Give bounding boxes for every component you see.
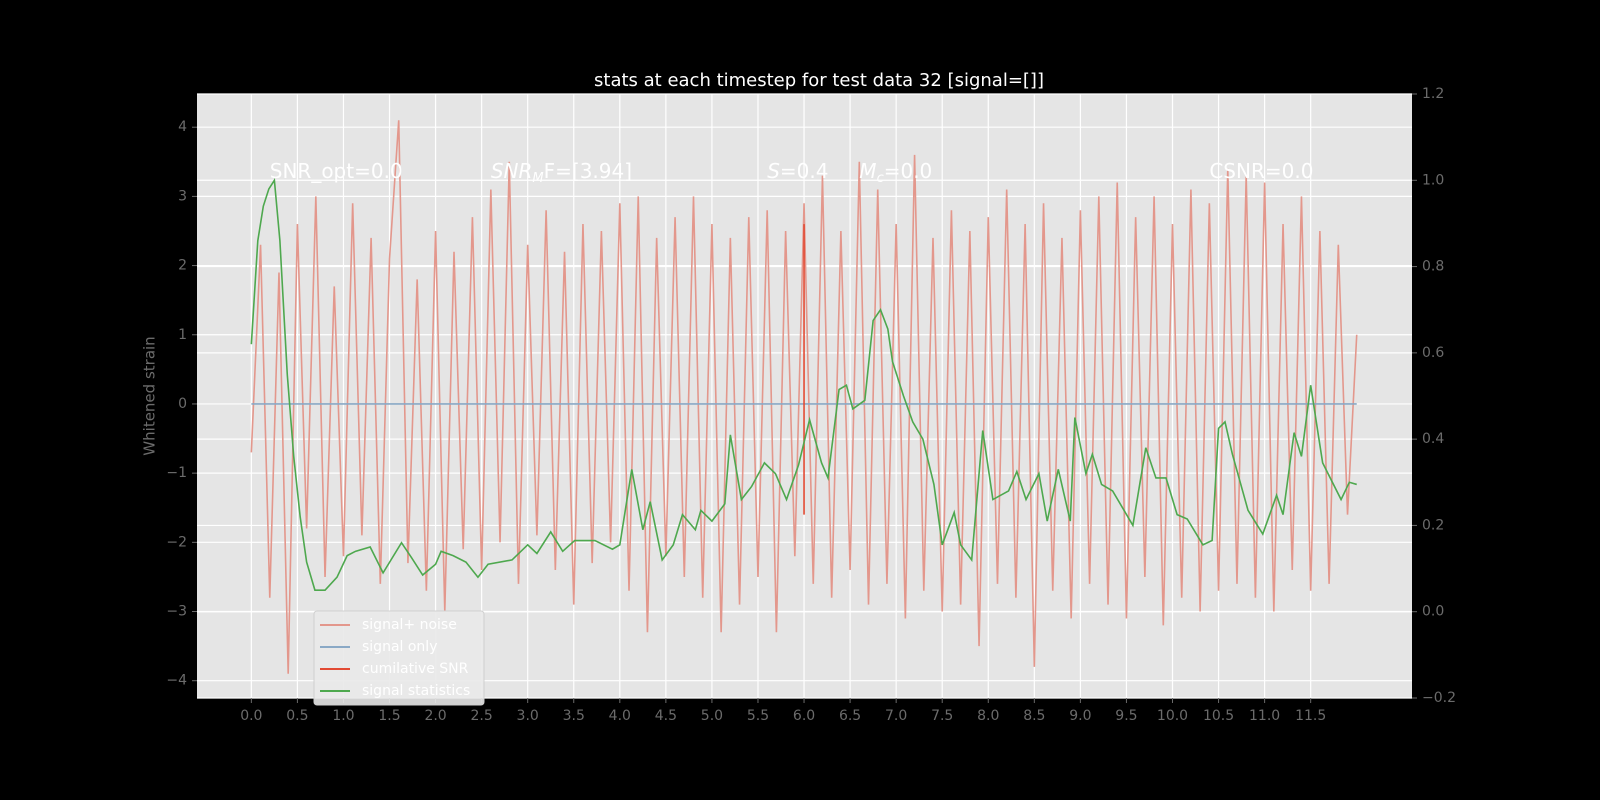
y2-tick-label: 0.2: [1422, 517, 1444, 533]
annotation: S=0.4: [767, 159, 828, 183]
x-tick-label: 6.5: [839, 708, 861, 724]
x-tick-label: 10.0: [1157, 708, 1188, 724]
annotation-main: M: [859, 159, 876, 183]
y-tick-label: 4: [178, 119, 187, 135]
y-tick-label: 0: [178, 396, 187, 412]
annotation: SNR_opt=0.0: [270, 159, 403, 183]
annotation: Mc=0.0: [859, 159, 932, 186]
y2-tick-label: 0.6: [1422, 345, 1444, 361]
legend-box: [313, 610, 485, 706]
x-tick-label: 2.5: [471, 708, 493, 724]
annotation-main: S: [767, 159, 780, 183]
x-tick-label: 8.5: [1023, 708, 1045, 724]
x-tick-label: 8.0: [977, 708, 999, 724]
legend-label: signal+ noise: [362, 617, 457, 633]
x-tick-label: 4.5: [655, 708, 677, 724]
y-axis-label: Whitened strain: [141, 336, 159, 455]
legend-label: cumilative SNR: [362, 661, 469, 677]
y2-tick-label: 1.2: [1422, 86, 1444, 102]
x-tick-label: 4.0: [609, 708, 631, 724]
y-tick-label: 2: [178, 258, 187, 274]
x-tick-label: 7.5: [931, 708, 953, 724]
y2-tick-label: 0.8: [1422, 259, 1444, 275]
y-tick-label: 3: [178, 188, 187, 204]
y-tick-label: 1: [178, 327, 187, 343]
x-tick-label: 11.5: [1295, 708, 1326, 724]
annotation-main: SNR: [491, 159, 533, 183]
y2-tick-label: 0.0: [1422, 604, 1444, 620]
x-tick-label: 6.0: [793, 708, 815, 724]
annotation-sub: c: [877, 171, 884, 186]
x-tick-label: 5.5: [747, 708, 769, 724]
legend-label: signal statistics: [362, 683, 470, 699]
annotation-sub: M: [532, 171, 543, 186]
legend-label: signal only: [362, 639, 437, 655]
y-tick-label: −4: [166, 673, 187, 689]
annotation-main: CSNR=0.0: [1209, 159, 1313, 183]
annotation-rest: F=[3.94]: [544, 159, 632, 183]
x-tick-label: 11.0: [1249, 708, 1280, 724]
x-tick-label: 3.0: [517, 708, 539, 724]
y2-tick-label: −0.2: [1422, 690, 1456, 706]
x-tick-label: 9.0: [1069, 708, 1091, 724]
y2-tick-label: 0.4: [1422, 431, 1444, 447]
y-tick-label: −1: [166, 465, 187, 481]
annotation-rest: =0.4: [780, 159, 829, 183]
x-tick-label: 0.5: [286, 708, 308, 724]
chart-title: stats at each timestep for test data 32 …: [594, 70, 1044, 91]
x-tick-label: 2.0: [424, 708, 446, 724]
annotation: SNRMF=[3.94]: [491, 159, 632, 186]
series-line: [250, 177, 1357, 591]
annotation-main: SNR_opt=0.0: [270, 159, 403, 183]
x-tick-label: 5.0: [701, 708, 723, 724]
x-tick-label: 3.5: [563, 708, 585, 724]
y-tick-label: −2: [166, 534, 187, 550]
x-tick-label: 1.0: [332, 708, 354, 724]
x-tick-label: 1.5: [378, 708, 400, 724]
y-tick-label: −3: [166, 604, 187, 620]
series-line: [250, 120, 1358, 674]
x-tick-label: 10.5: [1203, 708, 1234, 724]
x-tick-label: 7.0: [885, 708, 907, 724]
annotation: CSNR=0.0: [1209, 159, 1313, 183]
x-tick-label: 9.5: [1115, 708, 1137, 724]
annotation-rest: =0.0: [884, 159, 933, 183]
y2-tick-label: 1.0: [1422, 172, 1444, 188]
x-tick-label: 0.0: [240, 708, 262, 724]
